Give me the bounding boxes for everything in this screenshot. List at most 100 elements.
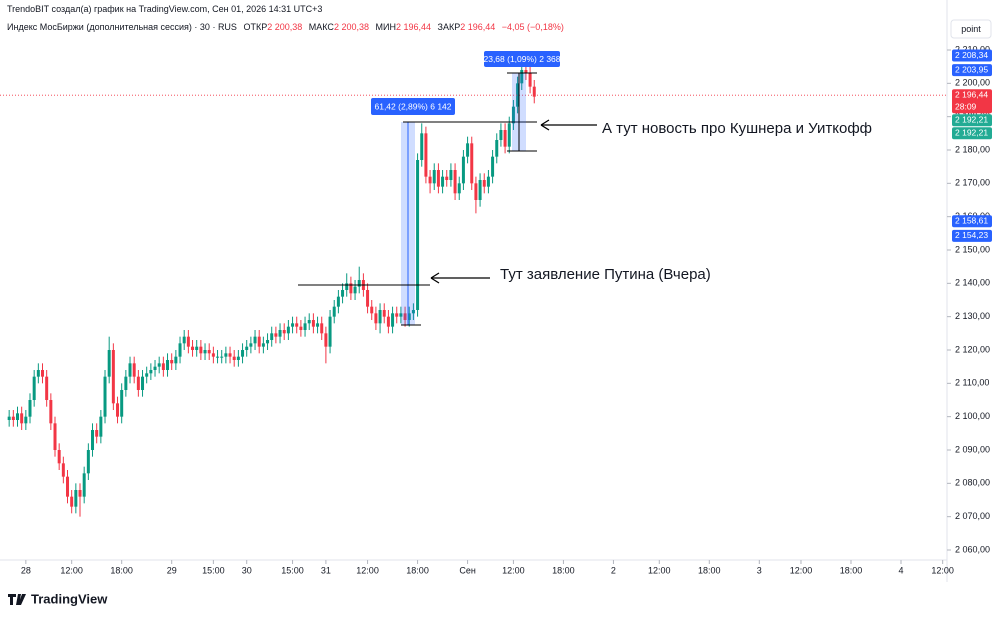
price-tag-label: 2 192,21 [955, 114, 988, 124]
candle-body [74, 490, 78, 507]
price-tag [952, 229, 992, 242]
x-tick-label: 12:00 [60, 565, 83, 575]
candle-body [416, 160, 420, 310]
candle-body [191, 346, 195, 350]
candle-body [145, 373, 149, 377]
x-tick-label: 2 [611, 565, 616, 575]
candle-body [91, 430, 95, 450]
candle-body [166, 360, 170, 370]
price-tag [952, 215, 992, 228]
candle-body [491, 156, 495, 177]
candle-body [457, 183, 461, 194]
y-tick-label: 2 080,00 [955, 478, 990, 488]
candle-body [403, 313, 407, 320]
candle-body [328, 316, 332, 347]
logo-icon [8, 594, 26, 605]
candle-body [199, 346, 203, 354]
candle-body [395, 313, 399, 317]
candle-body [36, 370, 40, 377]
ohlc-key: МИН [375, 22, 396, 32]
candle-body [345, 283, 349, 290]
candle-body [336, 296, 340, 307]
candle-body [16, 413, 20, 420]
y-tick-label: 2 110,00 [955, 378, 989, 388]
measure-label: 61,42 (2,89%) 6 142 [374, 101, 451, 111]
candle-body [366, 290, 370, 307]
candle-body [211, 353, 215, 357]
candle-body [224, 353, 228, 357]
candle-body [386, 316, 390, 327]
candle-body [207, 350, 211, 354]
candle-body [470, 143, 474, 184]
price-tag-label: 2 158,61 [955, 216, 988, 226]
candle-body [107, 350, 111, 377]
candle-body [511, 106, 515, 124]
candle-body [520, 70, 524, 84]
candle-body [382, 310, 386, 317]
y-tick-label: 2 060,00 [955, 544, 990, 554]
candle-body [357, 280, 361, 287]
candle-body [103, 376, 107, 417]
x-tick-label: 18:00 [552, 565, 575, 575]
x-tick-label: Сен [459, 565, 476, 575]
candle-body [449, 170, 453, 180]
price-tag-countdown: 28:09 [955, 101, 977, 111]
x-tick-label: 12:00 [502, 565, 525, 575]
x-tick-label: 28 [21, 565, 31, 575]
ohlc-value: 2 196,44 [395, 22, 432, 32]
ohlc-value: 2 200,38 [333, 22, 369, 32]
candle-body [141, 376, 145, 390]
x-tick-label: 12:00 [931, 565, 954, 575]
ohlc-key: МАКС [308, 22, 334, 32]
candle-body [157, 363, 161, 367]
candle-body [532, 86, 536, 97]
candle-body [182, 336, 186, 344]
candle-body [332, 306, 336, 317]
candle-body [153, 366, 157, 370]
y-tick-label: 2 170,00 [955, 178, 990, 188]
scale-button-label[interactable]: point [961, 24, 981, 34]
candle-body [528, 73, 532, 87]
candle-body [378, 310, 382, 324]
y-tick-label: 2 200,00 [955, 78, 990, 88]
arrow-head [540, 119, 550, 131]
x-tick-label: 4 [898, 565, 903, 575]
scale-button[interactable] [950, 19, 992, 39]
candle-body [57, 450, 61, 464]
candle-body [295, 323, 299, 327]
candle-body [274, 333, 278, 337]
measure-label-box [484, 51, 560, 67]
candle-body [478, 180, 482, 200]
candle-body [399, 313, 403, 317]
y-tick-label: 2 210,00 [955, 44, 990, 54]
candle-body [270, 333, 274, 340]
candle-body [95, 430, 99, 437]
price-tag [952, 89, 992, 114]
x-tick-label: 18:00 [406, 565, 429, 575]
candle-body [341, 290, 345, 297]
y-tick-label: 2 100,00 [955, 411, 990, 421]
candle-body [161, 363, 165, 370]
candle-body [411, 310, 415, 314]
x-tick-label: 12:00 [790, 565, 813, 575]
candle-body [278, 330, 282, 337]
price-tag [952, 49, 992, 62]
candle-body [316, 323, 320, 327]
plot-area [0, 63, 947, 517]
candle-body [120, 390, 124, 417]
candle-body [282, 330, 286, 334]
x-tick-label: 30 [242, 565, 252, 575]
x-tick-label: 12:00 [648, 565, 671, 575]
change: −4,05 (−0,18%) [501, 22, 564, 32]
candle-body [99, 416, 103, 437]
measure-label: 23,68 (1,09%) 2 368 [483, 54, 560, 64]
candle-body [41, 370, 45, 377]
x-tick-label: 15:00 [281, 565, 304, 575]
candle-body [195, 346, 199, 350]
candle-body [261, 343, 265, 347]
candle-body [203, 350, 207, 354]
candle-body [220, 356, 224, 358]
candle-body [53, 423, 57, 450]
